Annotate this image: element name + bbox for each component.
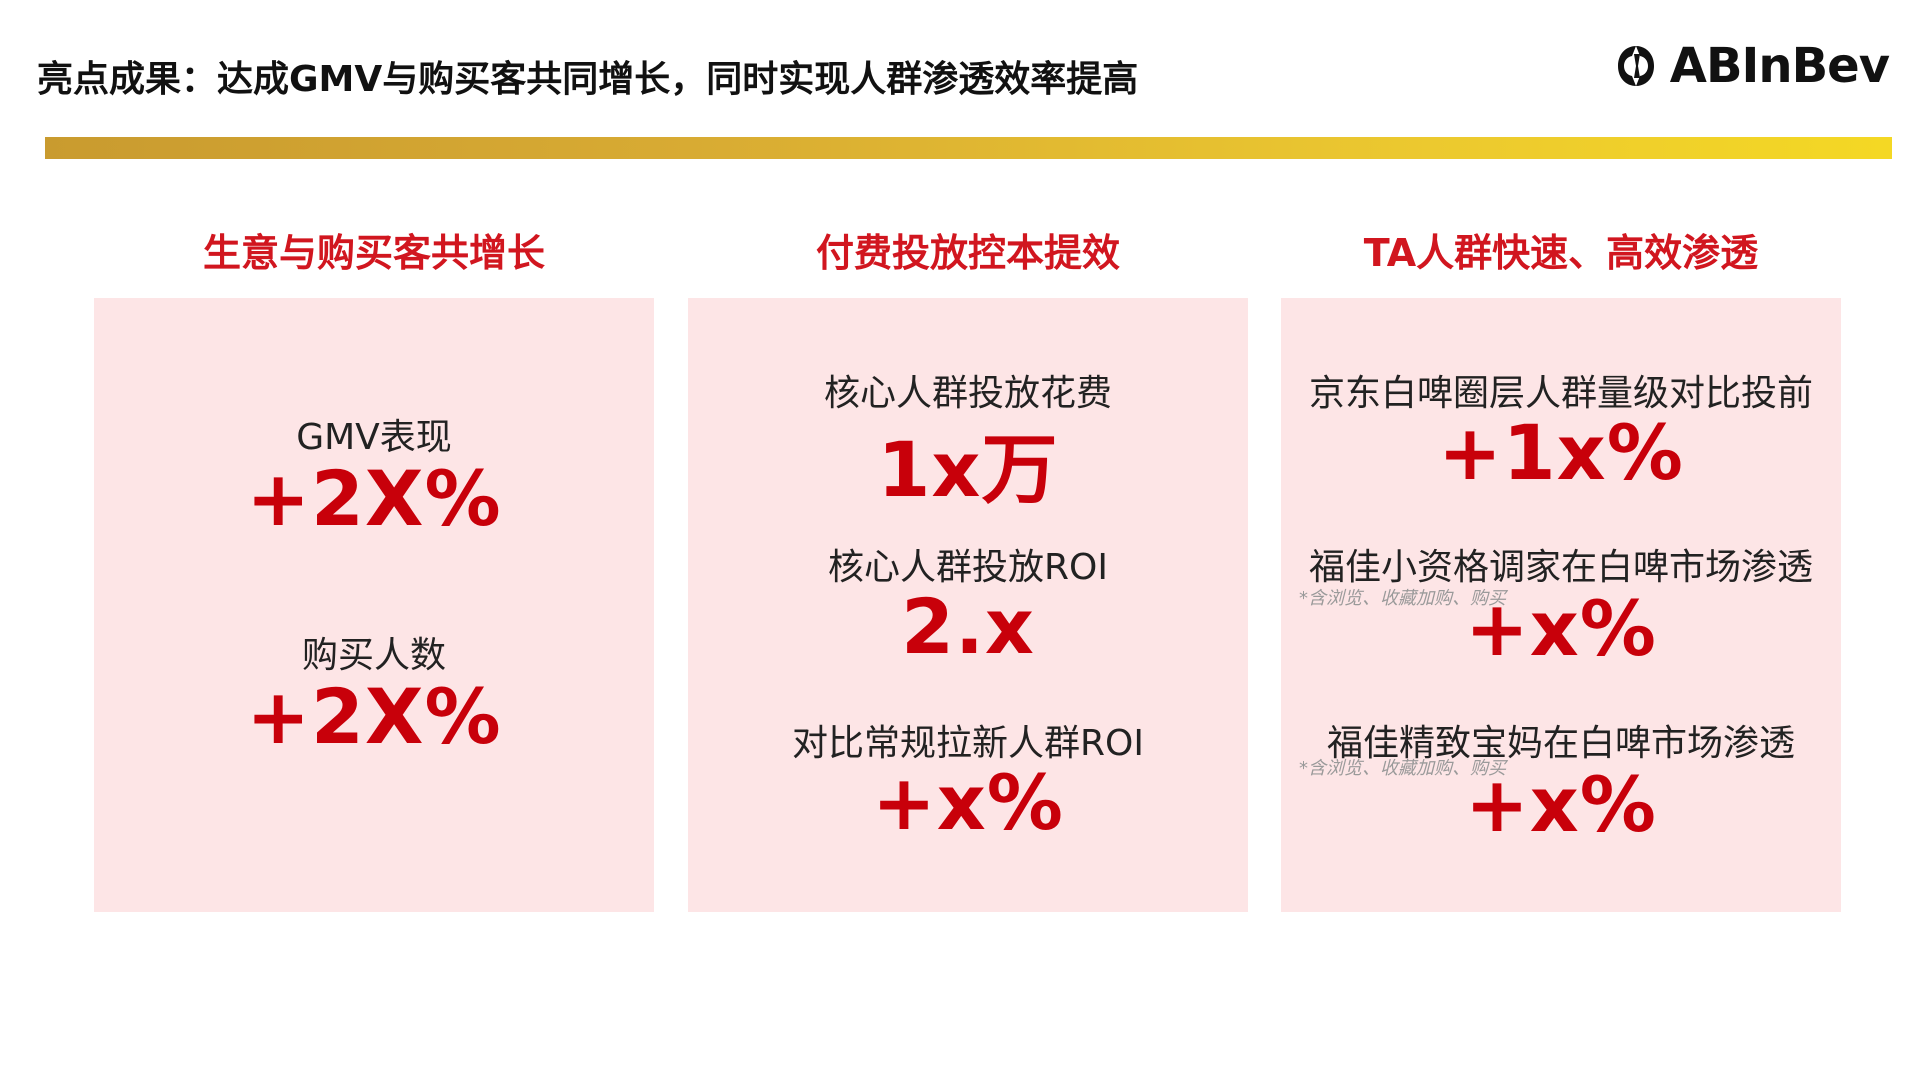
panel-ta-penetration: 京东白啤圈层人群量级对比投前 +1x% 福佳小资格调家在白啤市场渗透 *含浏览、… [1281,298,1841,912]
panel-paid-ads: 核心人群投放花费 1x万 核心人群投放ROI 2.x 对比常规拉新人群ROI +… [688,298,1248,912]
column-heading-growth: 生意与购买客共增长 [202,231,545,275]
metric-label-core-spend: 核心人群投放花费 [823,373,1112,414]
metric-label-core-roi: 核心人群投放ROI [828,547,1108,588]
metric-value-core-spend: 1x万 [877,425,1059,514]
panel-growth: GMV表现 +2X% 购买人数 +2X% [94,298,654,912]
metric-note-refined-moms: *含浏览、收藏加购、购买 [1299,758,1506,779]
metric-note-petty-bourgeois: *含浏览、收藏加购、购买 [1299,588,1506,609]
metric-value-buyers: +2X% [246,672,502,761]
metric-label-petty-bourgeois: 福佳小资格调家在白啤市场渗透 [1308,547,1813,588]
metric-label-buyers: 购买人数 [301,635,446,676]
metric-value-jd-audience: +1x% [1438,408,1684,497]
metric-value-petty-bourgeois: +x% [1465,584,1657,673]
metric-value-refined-moms: +x% [1465,760,1657,849]
metric-value-core-roi: 2.x [901,582,1035,671]
slide-title: 亮点成果：达成GMV与购买客共同增长，同时实现人群渗透效率提高 [37,59,1139,100]
metric-label-compare-roi: 对比常规拉新人群ROI [792,723,1144,764]
brand-logo: ABInBev [1610,38,1890,94]
column-heading-paid-ads: 付费投放控本提效 [815,231,1120,275]
metric-label-refined-moms: 福佳精致宝妈在白啤市场渗透 [1326,723,1795,764]
column-heading-ta-penetration: TA人群快速、高效渗透 [1363,231,1759,275]
gold-divider-bar [45,137,1892,159]
metric-label-gmv: GMV表现 [296,417,452,458]
abinbev-logo-mark-icon [1617,46,1654,86]
logo-text: ABInBev [1669,38,1890,94]
metric-value-compare-roi: +x% [872,758,1064,847]
metric-value-gmv: +2X% [246,454,502,543]
metric-label-jd-audience: 京东白啤圈层人群量级对比投前 [1308,373,1813,414]
